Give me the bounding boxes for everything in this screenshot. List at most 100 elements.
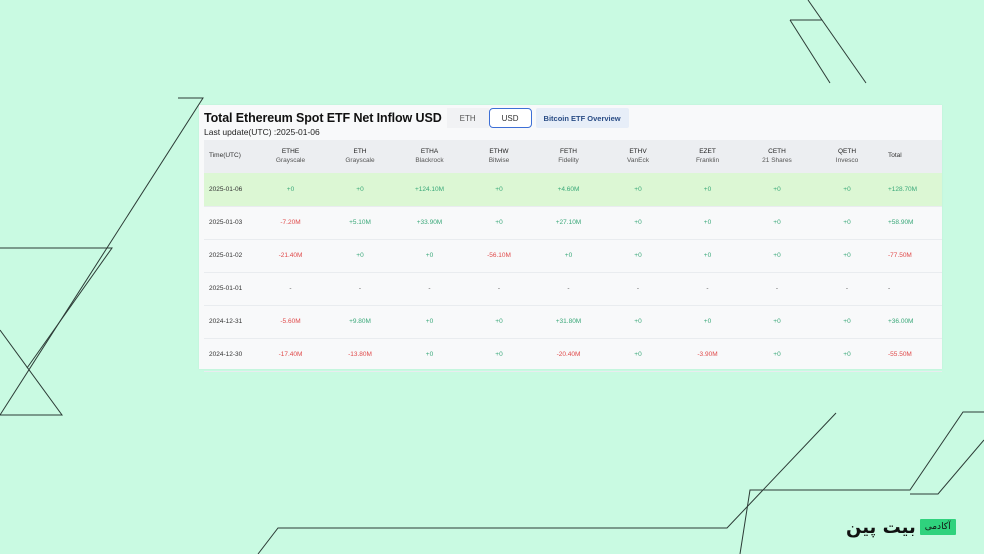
flow-cell: +0 <box>564 252 573 259</box>
flow-cell: +0 <box>703 252 712 259</box>
row-date: 2025-01-01 <box>209 285 243 292</box>
flow-cell: +0 <box>773 252 781 259</box>
column-ticker: QETH <box>837 147 857 155</box>
flow-cell: +33.90M <box>416 219 443 226</box>
table-row: 2024-12-30 -17.40M -13.80M +0 +0 -20.40M +0 -3.… <box>204 338 942 371</box>
unit-option-eth[interactable]: ETH <box>446 108 489 128</box>
logo-tag: آکادمی <box>919 519 956 535</box>
bitcoin-etf-overview-button[interactable]: Bitcoin ETF Overview <box>535 108 629 128</box>
flow-cell: +0 <box>634 351 642 358</box>
flow-cell: +0 <box>843 252 851 259</box>
flow-cell: - <box>289 285 292 292</box>
column-issuer: Fidelity <box>558 156 579 164</box>
flow-cell: - <box>567 285 570 292</box>
table-row: 2024-12-31 -5.60M +9.80M +0 +0 +31.80M +0 +0 +0 +… <box>204 305 942 338</box>
unit-toggle: ETH USD <box>446 108 532 128</box>
flow-cell: +0 <box>843 318 851 325</box>
column-header[interactable]: ETH Grayscale <box>325 140 395 173</box>
flow-cell: +0 <box>495 318 503 325</box>
flow-cell: -56.10M <box>487 252 511 259</box>
flow-cell: +27.10M <box>555 219 582 226</box>
row-total: +36.00M <box>888 318 914 325</box>
row-date: 2025-01-03 <box>209 219 243 226</box>
panel-header: Total Ethereum Spot ETF Net Inflow USD E… <box>204 107 629 129</box>
table-row: 2025-01-06 +0 +0 +124.10M +0 +4.60M +0 +0 +0 +0 +1… <box>204 173 942 206</box>
flow-cell: +0 <box>425 351 434 358</box>
column-ticker: EZET <box>699 147 716 155</box>
flow-cell: +0 <box>843 185 851 193</box>
flow-cell: +0 <box>703 185 712 193</box>
row-date: 2024-12-30 <box>209 351 243 358</box>
flow-cell: - <box>636 285 640 292</box>
column-ticker: ETHA <box>420 147 439 155</box>
column-header[interactable]: ETHE Grayscale <box>256 140 325 173</box>
row-date: 2025-01-06 <box>209 185 243 193</box>
column-header[interactable]: CETH 21 Shares <box>742 140 812 173</box>
column-ticker: ETH <box>353 147 367 155</box>
unit-option-usd[interactable]: USD <box>488 108 532 128</box>
flow-cell: +0 <box>425 252 434 259</box>
flow-cell: +0 <box>425 318 434 325</box>
flow-cell: - <box>497 285 501 292</box>
flow-cell: +0 <box>356 252 364 259</box>
etf-flow-panel: Total Ethereum Spot ETF Net Inflow USD E… <box>199 105 942 372</box>
column-header[interactable]: ETHW Bitwise <box>464 140 534 173</box>
flow-cell: +5.10M <box>349 219 371 226</box>
flow-cell: +0 <box>773 185 781 193</box>
column-ticker: CETH <box>768 147 786 155</box>
bitpin-academy-logo: بیت پین آکادمی <box>846 517 956 538</box>
column-ticker: ETHE <box>281 147 300 155</box>
column-header[interactable]: FETH Fidelity <box>534 140 603 173</box>
flow-cell: +31.80M <box>555 318 582 325</box>
column-header[interactable]: ETHA Blackrock <box>395 140 464 173</box>
column-ticker: FETH <box>560 147 577 155</box>
flow-cell: +0 <box>495 185 503 193</box>
flow-cell: +0 <box>634 219 642 226</box>
column-issuer: Grayscale <box>275 156 306 164</box>
row-date: 2025-01-02 <box>209 252 243 259</box>
flow-cell: +0 <box>634 185 642 193</box>
column-issuer: 21 Shares <box>762 156 792 164</box>
column-header[interactable]: EZET Franklin <box>673 140 742 173</box>
row-total: +58.90M <box>888 219 914 226</box>
flow-cell: -5.60M <box>280 318 301 325</box>
flow-cell: -17.40M <box>278 351 303 358</box>
flow-cell: +9.80M <box>349 318 371 325</box>
table-row: 2025-01-02 -21.40M +0 +0 -56.10M +0 +0 +0 +0 +0 -7… <box>204 239 942 272</box>
flow-cell: +0 <box>773 318 781 325</box>
flow-cell: +0 <box>773 351 781 358</box>
flow-cell: -20.40M <box>556 351 581 358</box>
flow-cell: +0 <box>843 351 851 358</box>
column-header[interactable]: ETHV VanEck <box>603 140 673 173</box>
flow-cell: - <box>428 285 431 292</box>
flow-cell: +0 <box>703 318 712 325</box>
flow-cell: +0 <box>286 185 295 193</box>
flow-cell: -21.40M <box>278 252 303 259</box>
column-ticker: ETHW <box>489 147 509 155</box>
flow-cell: - <box>358 285 362 292</box>
flow-cell: - <box>845 285 849 292</box>
row-total: +128.70M <box>888 185 918 193</box>
flow-cell: -3.90M <box>697 351 718 358</box>
flow-cell: - <box>775 285 779 292</box>
column-issuer: Bitwise <box>488 156 510 164</box>
row-total: -55.50M <box>888 351 912 358</box>
row-date: 2024-12-31 <box>209 318 243 325</box>
table-body: 2025-01-06 +0 +0 +124.10M +0 +4.60M +0 +0 +0 +0 +1… <box>204 173 942 371</box>
row-total: - <box>888 285 891 292</box>
column-ticker: ETHV <box>629 147 647 155</box>
table-row: 2025-01-03 -7.20M +5.10M +33.90M +0 +27.10M +0… <box>204 206 942 239</box>
etf-flow-table: Time(UTC) ETHE Grayscale ETH Grayscale ETH… <box>204 140 942 372</box>
flow-cell: -7.20M <box>280 219 301 226</box>
flow-cell: +0 <box>634 252 642 259</box>
flow-cell: +0 <box>356 185 364 193</box>
flow-cell: +124.10M <box>414 185 445 193</box>
flow-cell: +0 <box>773 219 781 226</box>
flow-cell: +0 <box>495 351 503 358</box>
column-issuer: Franklin <box>695 156 720 164</box>
column-header-total: Total <box>888 152 902 160</box>
column-header[interactable]: QETH Invesco <box>812 140 882 173</box>
column-header-time: Time(UTC) <box>209 152 241 160</box>
table-header-row: Time(UTC) ETHE Grayscale ETH Grayscale ETH… <box>204 140 942 173</box>
